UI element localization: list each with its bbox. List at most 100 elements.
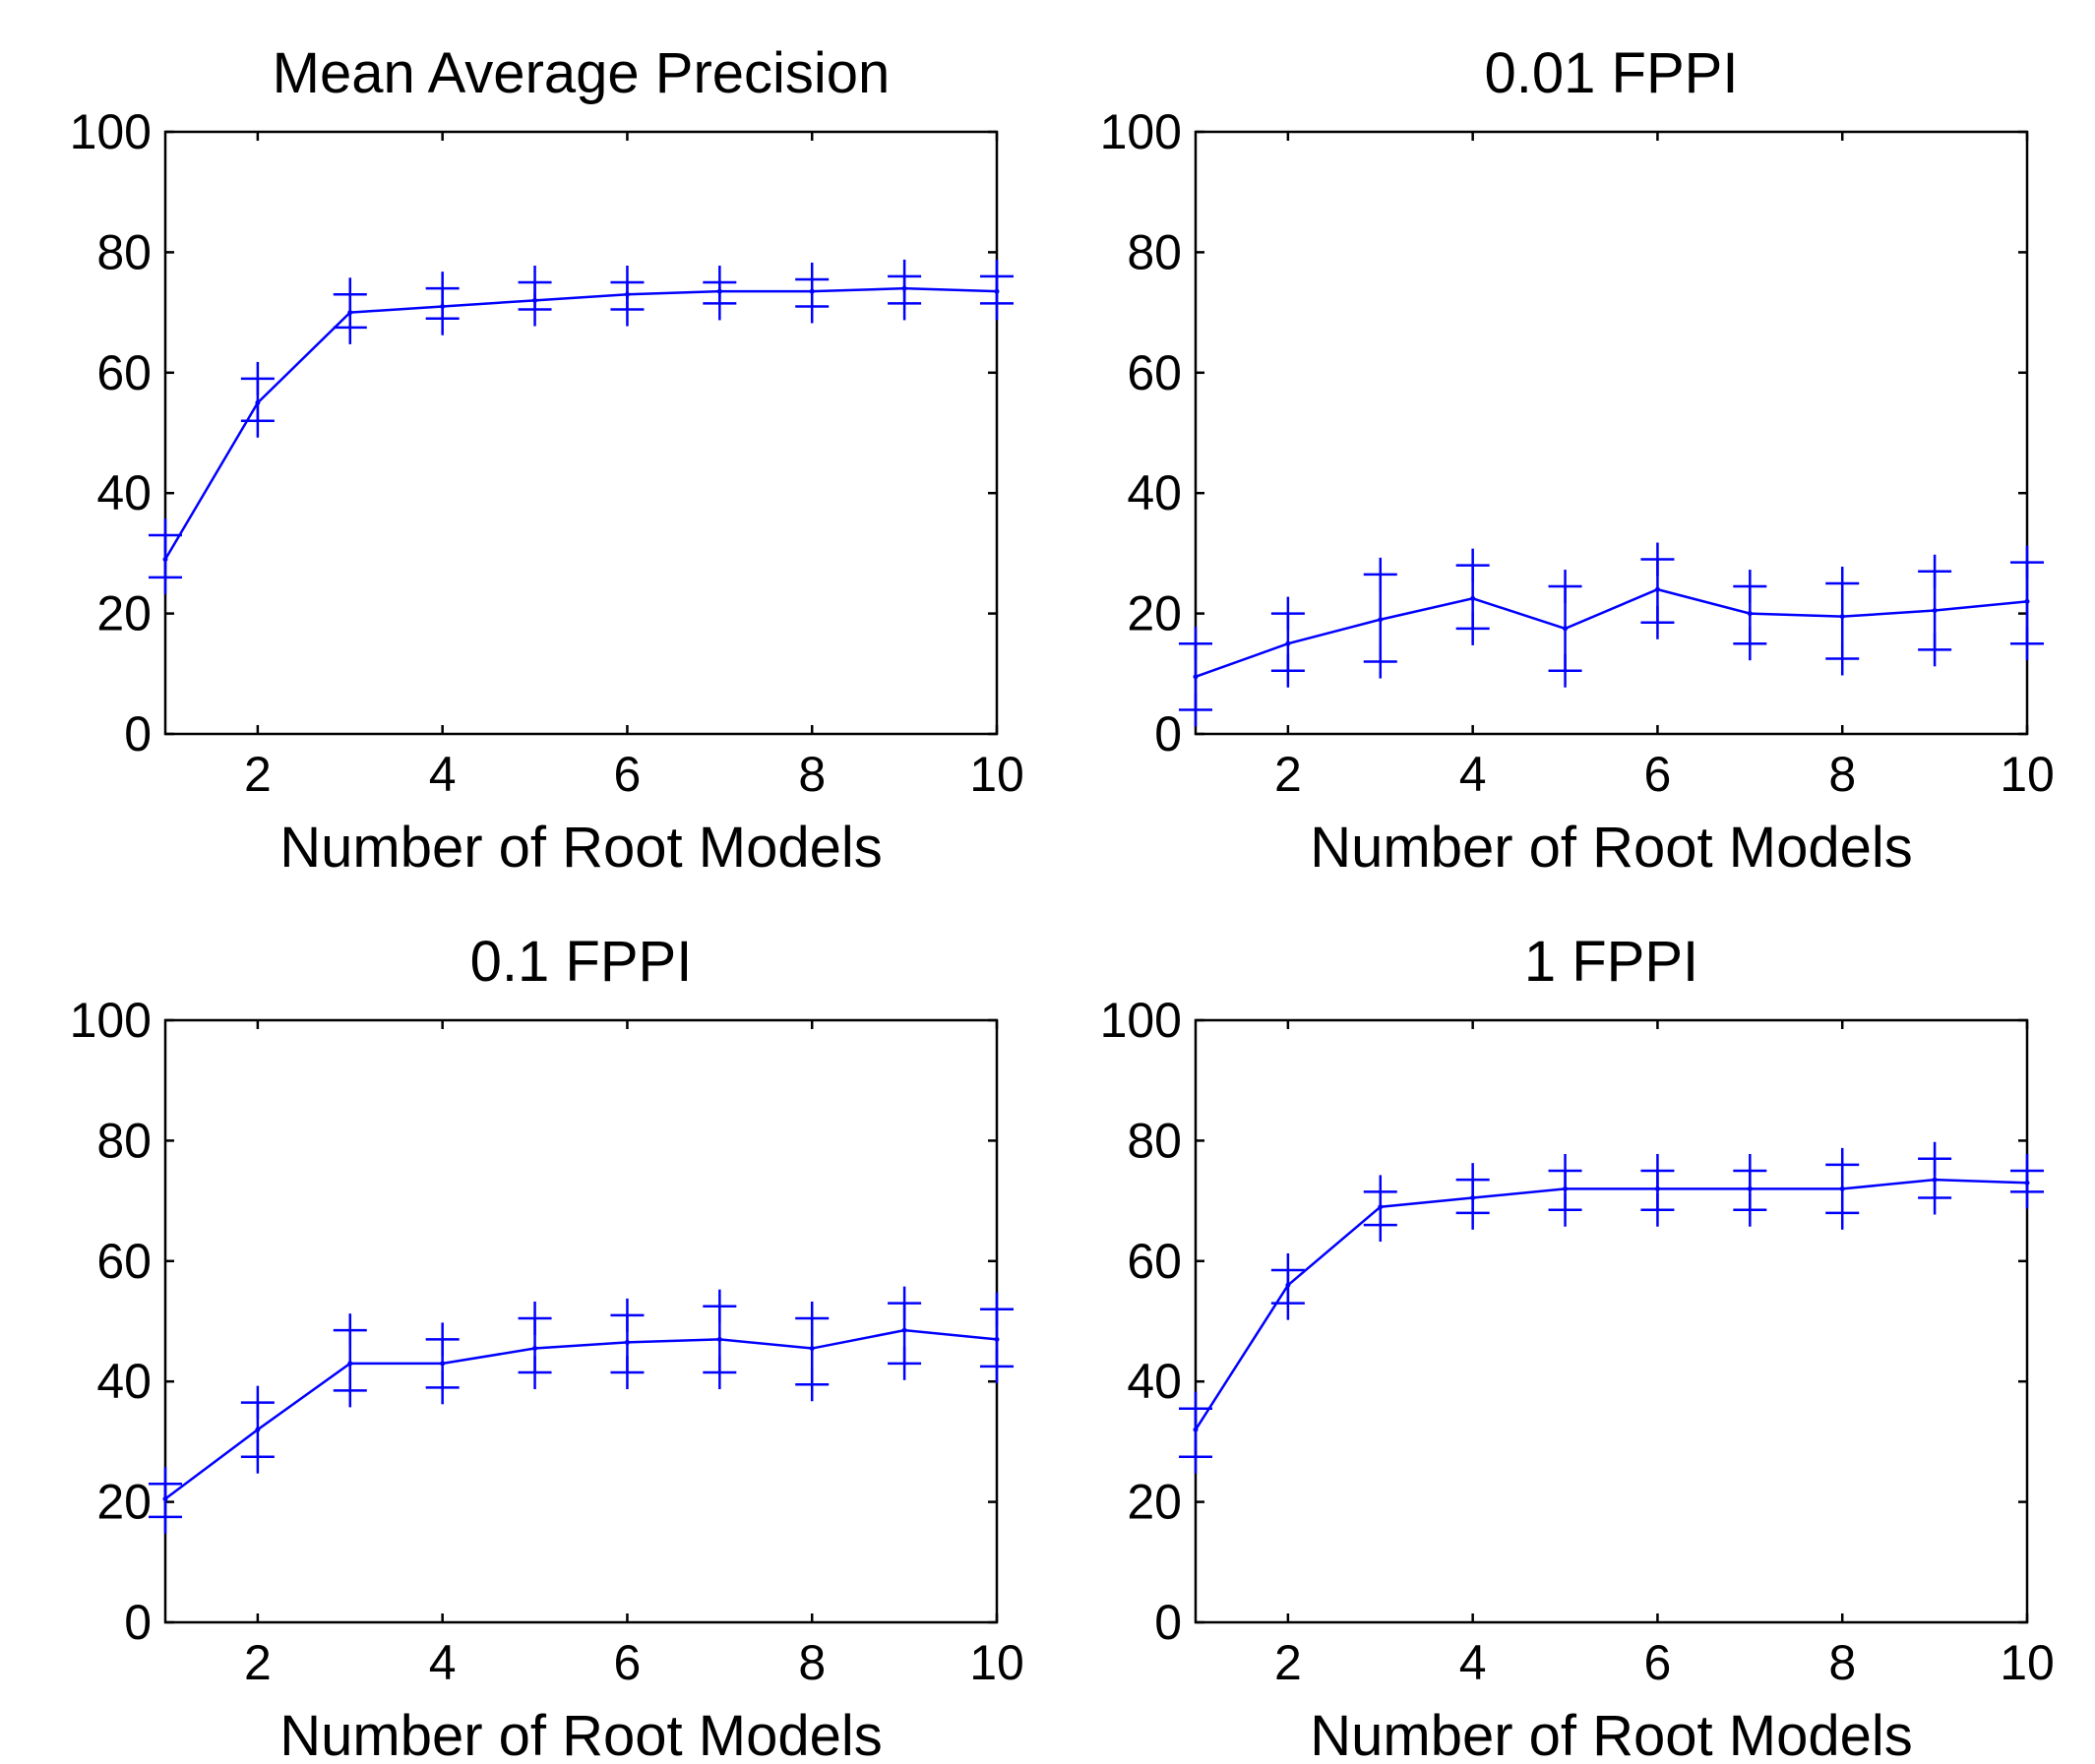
- data-point: [1470, 595, 1476, 601]
- y-tick-label: 20: [96, 586, 152, 641]
- data-point: [1563, 1186, 1569, 1191]
- y-tick-label: 40: [96, 1354, 152, 1409]
- data-point: [1285, 640, 1291, 646]
- plot-frame: [1194, 1018, 2029, 1624]
- x-tick-label: 6: [1644, 1635, 1672, 1690]
- y-tick-label: 100: [70, 993, 152, 1048]
- data-point: [255, 1427, 261, 1432]
- data-point: [1378, 617, 1384, 623]
- error-bar-point: [1548, 1154, 1582, 1227]
- x-tick-label: 2: [1274, 747, 1302, 802]
- error-bar-point: [2010, 545, 2044, 661]
- error-bar-point: [1270, 596, 1305, 688]
- data-point: [1470, 1195, 1476, 1201]
- x-axis-label: Number of Root Models: [1310, 816, 1912, 880]
- error-bar-point: [1733, 1154, 1767, 1227]
- plot-frame: [163, 130, 999, 736]
- data-point: [532, 1346, 538, 1352]
- error-bar-point: [333, 277, 367, 344]
- data-point: [1747, 611, 1753, 617]
- y-tick-label: 20: [1127, 1475, 1182, 1530]
- data-point: [994, 288, 1000, 294]
- y-tick-label: 20: [1127, 586, 1182, 641]
- plot-frame: [1194, 130, 2029, 736]
- series-line: [1194, 1178, 2028, 1430]
- x-axis-label: Number of Root Models: [279, 1704, 882, 1764]
- y-tick-label: 40: [1127, 465, 1182, 520]
- data-point: [624, 1339, 630, 1345]
- error-bar-point: [1640, 542, 1675, 639]
- x-tick-label: 8: [798, 1635, 826, 1690]
- data-point: [1378, 1204, 1384, 1210]
- data-point: [1563, 626, 1569, 632]
- error-bar-point: [980, 1292, 1014, 1383]
- y-tick-label: 0: [124, 1595, 152, 1650]
- error-bar-point: [240, 1385, 275, 1474]
- x-tick-label: 4: [429, 1635, 457, 1690]
- chart-panels: Mean Average Precision Number of Root Mod…: [70, 41, 2055, 1764]
- plot-frame: [163, 1018, 999, 1624]
- y-tick-label: 100: [70, 104, 152, 159]
- data-point: [624, 291, 630, 297]
- data-point: [440, 1361, 446, 1367]
- error-bar-point: [518, 1301, 552, 1390]
- error-bar-point: [1548, 570, 1582, 688]
- y-tick-label: 80: [1127, 1113, 1182, 1168]
- data-point: [1285, 1282, 1291, 1288]
- error-bar-point: [795, 262, 830, 324]
- y-tick-label: 0: [124, 706, 152, 761]
- error-bar-point: [888, 1286, 922, 1380]
- data-point: [440, 303, 446, 309]
- chart-title: 1 FPPI: [1524, 930, 1698, 994]
- y-tick-label: 40: [96, 465, 152, 520]
- x-tick-label: 10: [2000, 1635, 2055, 1690]
- error-bar-point: [2010, 1154, 2044, 1209]
- data-point: [2024, 1180, 2030, 1186]
- data-point: [1932, 608, 1938, 614]
- x-tick-label: 6: [614, 747, 642, 802]
- error-bar-point: [1825, 567, 1860, 676]
- data-point: [1654, 1186, 1660, 1191]
- x-tick-label: 8: [798, 747, 826, 802]
- y-tick-label: 80: [96, 224, 152, 279]
- data-point: [1193, 674, 1199, 680]
- error-bar-point: [1733, 570, 1767, 661]
- y-tick-label: 80: [96, 1113, 152, 1168]
- y-tick-label: 60: [96, 345, 152, 400]
- data-point: [1839, 614, 1845, 620]
- data-point: [994, 1336, 1000, 1342]
- x-tick-label: 2: [244, 1635, 272, 1690]
- x-tick-label: 6: [1644, 747, 1672, 802]
- error-bar-point: [1455, 1163, 1490, 1230]
- error-bar-point: [1918, 1141, 1952, 1215]
- error-bar-point: [1363, 1175, 1397, 1243]
- series-line: [1195, 587, 2028, 679]
- data-point: [901, 285, 907, 291]
- data-point: [347, 1361, 353, 1367]
- error-bar-point: [425, 272, 460, 335]
- x-tick-label: 10: [969, 747, 1024, 802]
- data-point: [1654, 586, 1660, 592]
- error-bar-point: [333, 1313, 367, 1408]
- y-tick-label: 80: [1127, 224, 1182, 279]
- error-bar-point: [888, 259, 922, 321]
- data-point: [716, 288, 722, 294]
- y-tick-label: 0: [1154, 706, 1182, 761]
- y-tick-label: 60: [96, 1234, 152, 1289]
- y-tick-label: 100: [1100, 104, 1182, 159]
- data-point: [2024, 598, 2030, 604]
- data-point: [809, 288, 815, 294]
- error-bar-point: [149, 1467, 182, 1534]
- data-point: [1193, 1427, 1199, 1432]
- error-bar-point: [795, 1301, 830, 1402]
- x-tick-label: 4: [1459, 1635, 1487, 1690]
- x-axis-label: Number of Root Models: [1310, 1704, 1912, 1764]
- data-point: [255, 399, 261, 405]
- chart-title: Mean Average Precision: [273, 41, 891, 105]
- x-tick-label: 10: [969, 1635, 1024, 1690]
- data-point: [1747, 1186, 1753, 1191]
- error-bar-point: [1825, 1147, 1860, 1230]
